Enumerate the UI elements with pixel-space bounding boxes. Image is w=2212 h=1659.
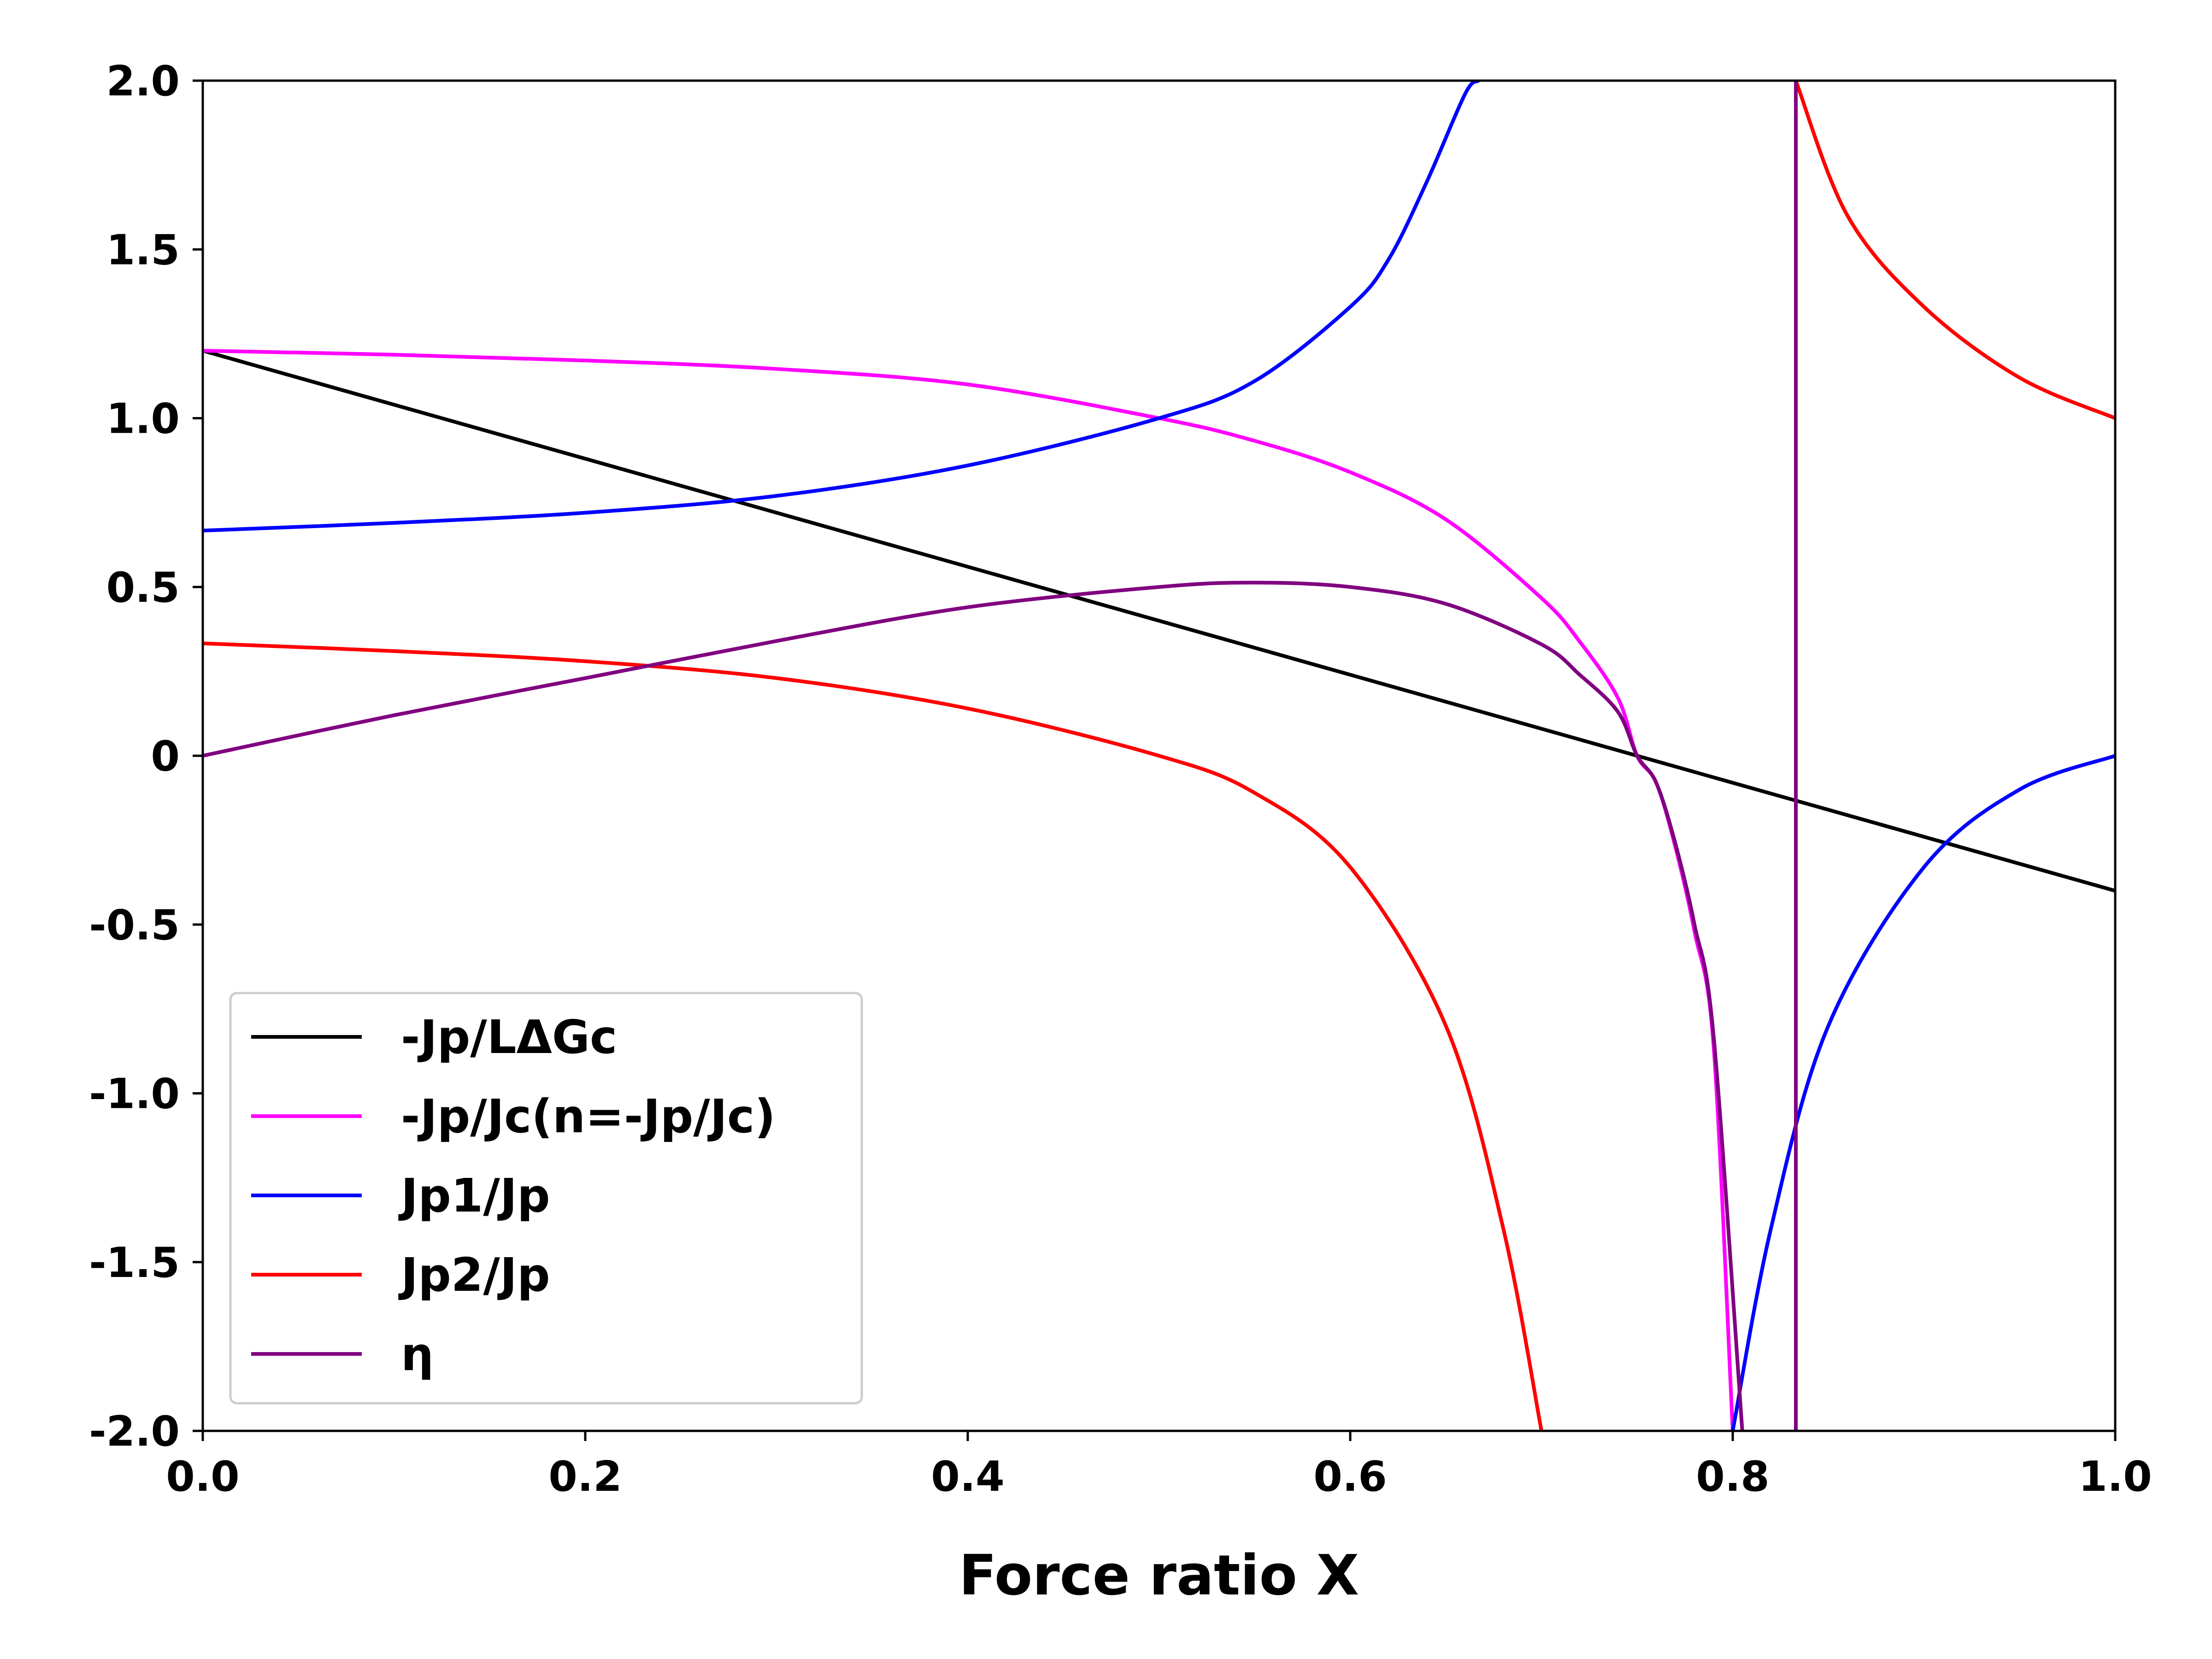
y-tick-label: 2.0: [106, 57, 180, 106]
series-line-4: [203, 581, 1744, 1431]
series-layer: [203, 81, 2115, 1431]
y-tick-label: -1.0: [89, 1070, 180, 1118]
series-line-3-branch: [1794, 81, 2115, 420]
legend-label-2: Jp1/Jp: [398, 1169, 550, 1223]
legend-label-1: -Jp/Jc(n=-Jp/Jc): [401, 1089, 776, 1143]
y-tick-label: 1.0: [106, 395, 180, 443]
y-tick-label: 1.5: [106, 226, 180, 274]
x-tick-label: 0.4: [931, 1453, 1004, 1501]
y-tick-label: -2.0: [89, 1407, 180, 1456]
x-tick-label: 0.0: [166, 1453, 239, 1501]
legend-label-4: η: [401, 1327, 434, 1381]
x-tick-label: 0.8: [1696, 1453, 1769, 1501]
legend-box: [229, 992, 863, 1405]
legend-label-3: Jp2/Jp: [398, 1248, 550, 1302]
y-axis: 2.0 1.5 1.0 0.5 0 -0.5 -1.0 -1.5 -2.0: [89, 57, 203, 1456]
series-line-2: [203, 81, 1480, 533]
x-tick-label: 0.6: [1313, 1453, 1387, 1501]
x-tick-label: 1.0: [2078, 1453, 2152, 1501]
legend-label-0: -Jp/LΔGc: [401, 1010, 617, 1064]
series-line-0: [203, 349, 2115, 893]
y-tick-label: 0: [151, 732, 180, 781]
y-tick-label: -0.5: [89, 901, 180, 949]
y-tick-label: -1.5: [89, 1239, 180, 1287]
legend: -Jp/LΔGc -Jp/Jc(n=-Jp/Jc) Jp1/Jp Jp2/Jp η: [229, 992, 863, 1405]
series-line-3: [203, 641, 1543, 1431]
y-tick-label: 0.5: [106, 564, 180, 612]
x-tick-label: 0.2: [548, 1453, 622, 1501]
x-axis: 0.0 0.2 0.4 0.6 0.8 1.0: [166, 1431, 2152, 1501]
series-line-2-branch: [1731, 754, 2115, 1431]
x-axis-title: Force ratio X: [959, 1544, 1359, 1608]
